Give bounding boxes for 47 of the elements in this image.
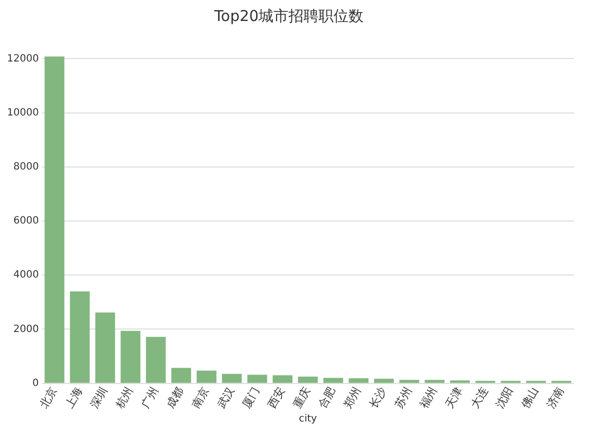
x-tick-label: 武汉 [214, 385, 237, 411]
y-tick-label: 0 [32, 378, 39, 389]
bar [44, 56, 64, 383]
x-tick-label: 福州 [417, 385, 440, 411]
x-tick-label: 厦门 [240, 385, 262, 411]
x-tick-label: 天津 [442, 385, 466, 411]
bar [171, 368, 192, 383]
bar [146, 336, 166, 383]
x-tick-label: 沈阳 [493, 385, 516, 411]
y-tick-label: 2000 [13, 324, 39, 335]
x-tick-label: 苏州 [392, 385, 414, 411]
x-tick-label: 成都 [164, 385, 186, 411]
bar [348, 378, 368, 383]
bar [399, 380, 420, 383]
x-tick-label: 深圳 [88, 385, 110, 411]
bar [450, 380, 470, 383]
x-tick-label: 佛山 [518, 385, 542, 411]
x-tick-label: 西安 [265, 385, 288, 411]
x-tick-label: 广州 [138, 385, 161, 411]
y-tick-label: 12000 [7, 53, 39, 64]
bar [95, 312, 116, 383]
y-tick-label: 6000 [13, 216, 39, 227]
bar [374, 378, 394, 383]
x-tick-label: 长沙 [366, 385, 390, 411]
bar [298, 376, 318, 383]
bar [120, 330, 140, 383]
bar [247, 374, 268, 383]
x-tick-label: 南京 [189, 385, 212, 411]
y-tick-label: 4000 [13, 270, 39, 281]
x-tick-label: 郑州 [341, 385, 364, 411]
chart-title: Top20城市招聘职位数 [213, 6, 364, 25]
bar [222, 374, 242, 383]
x-axis-title: city [298, 414, 318, 425]
x-tick-label: 北京 [37, 385, 60, 411]
x-tick-label: 重庆 [290, 385, 313, 411]
bar [196, 370, 216, 383]
x-tick-label: 上海 [62, 385, 85, 411]
bar [323, 378, 344, 383]
bar [272, 375, 292, 383]
y-tick-label: 8000 [13, 162, 39, 173]
x-tick-label: 杭州 [112, 385, 136, 412]
bar [424, 380, 444, 383]
x-tick-label: 济南 [544, 385, 566, 411]
y-tick-label: 10000 [7, 107, 39, 118]
x-tick-label: 大连 [468, 385, 490, 411]
x-tick-label: 合肥 [316, 385, 338, 411]
bar [70, 291, 90, 383]
